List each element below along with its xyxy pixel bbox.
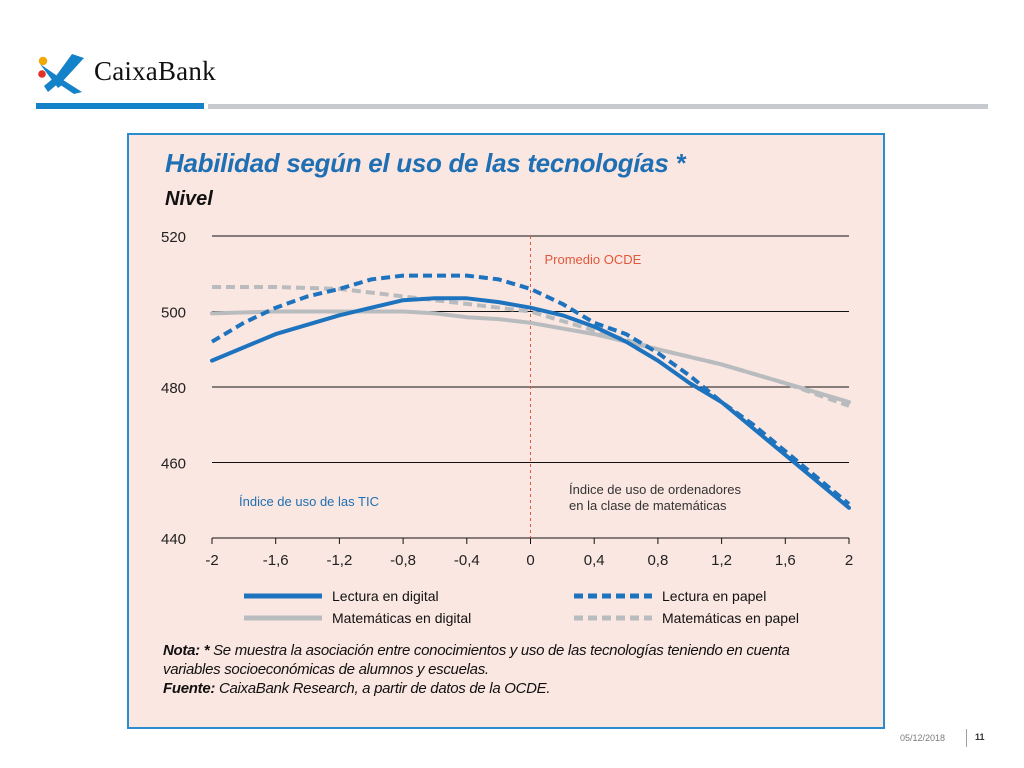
y-tick-label: 460 xyxy=(161,456,186,473)
series-line xyxy=(212,285,850,408)
brand-name: CaixaBank xyxy=(94,56,216,86)
annotation-computer-index: Índice de uso de ordenadores xyxy=(569,482,742,497)
legend-label: Lectura en papel xyxy=(662,588,766,604)
header-rule-gray xyxy=(208,104,988,109)
page-number: 11 xyxy=(975,732,985,742)
star-person-icon xyxy=(38,54,84,94)
x-tick-label: 1,2 xyxy=(711,552,732,569)
note-text-line2: variables socioeconómicas de alumnos y e… xyxy=(163,661,489,678)
y-tick-label: 500 xyxy=(161,305,186,322)
caixabank-logo: CaixaBank xyxy=(36,52,226,96)
x-tick-label: 0,4 xyxy=(584,552,605,569)
chart-subtitle: Nivel xyxy=(165,188,213,210)
series-line xyxy=(210,273,851,506)
source-text: CaixaBank Research, a partir de datos de… xyxy=(215,680,551,697)
x-tick-label: -0,8 xyxy=(390,552,416,569)
oecd-average-label: Promedio OCDE xyxy=(545,252,642,267)
x-tick-label: 1,6 xyxy=(775,552,796,569)
y-tick-label: 440 xyxy=(161,531,186,548)
legend-label: Matemáticas en papel xyxy=(662,610,799,626)
footer-separator xyxy=(966,729,967,747)
source-label: Fuente: xyxy=(163,680,216,697)
chart-panel: Habilidad según el uso de las tecnología… xyxy=(127,133,885,729)
header-rule-blue xyxy=(36,103,204,109)
x-tick-label: -0,4 xyxy=(454,552,480,569)
chart-title: Habilidad según el uso de las tecnología… xyxy=(165,148,686,178)
y-tick-label: 520 xyxy=(161,229,186,246)
x-tick-label: 2 xyxy=(845,552,853,569)
annotation-ict-index: Índice de uso de las TIC xyxy=(239,494,379,509)
note-label: Nota: * xyxy=(163,642,210,659)
x-tick-label: 0,8 xyxy=(647,552,668,569)
x-tick-label: -1,2 xyxy=(326,552,352,569)
legend-label: Lectura en digital xyxy=(332,588,439,604)
x-tick-label: -2 xyxy=(205,552,218,569)
line-chart: 440 460 480 500 520 -2 -1,6 -1,2 -0,8 -0,4 0 0,4 0,8… xyxy=(161,229,853,626)
series-line xyxy=(210,296,851,510)
annotation-computer-index: en la clase de matemáticas xyxy=(569,498,727,513)
footer-date: 05/12/2018 xyxy=(900,733,946,743)
y-tick-label: 480 xyxy=(161,380,186,397)
x-tick-label: 0 xyxy=(526,552,534,569)
legend-label: Matemáticas en digital xyxy=(332,610,471,626)
note-text-line1: Se muestra la asociación entre conocimie… xyxy=(209,642,790,659)
x-tick-label: -1,6 xyxy=(263,552,289,569)
chart-note: Nota: * Se muestra la asociación entre c… xyxy=(163,641,863,698)
